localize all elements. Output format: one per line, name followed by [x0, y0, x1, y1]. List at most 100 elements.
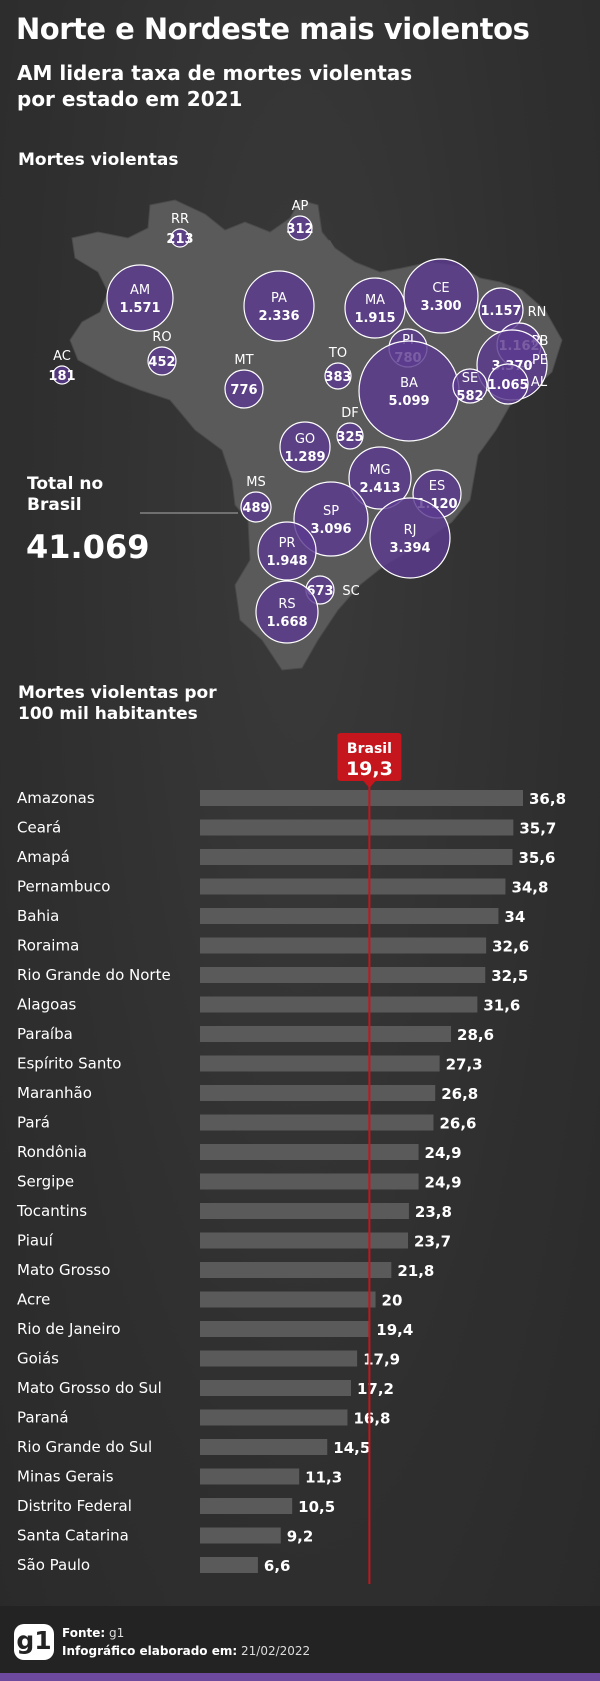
- bar-value-label: 32,5: [491, 967, 528, 985]
- bar: [200, 1498, 293, 1514]
- bar-category-label: Sergipe: [17, 1173, 74, 1191]
- bubble-circle: [403, 258, 479, 334]
- state-bubble-ap: AP 312: [286, 199, 314, 241]
- bar-value-label: 17,2: [357, 1380, 394, 1398]
- bar: [200, 908, 499, 924]
- bubble-circle: [147, 346, 177, 376]
- bar-value-label: 35,7: [519, 820, 556, 838]
- bar-value-label: 28,6: [457, 1026, 494, 1044]
- state-abbr: MS: [246, 475, 265, 490]
- state-bubble-go: GO 1.289: [279, 421, 331, 473]
- bar-value-label: 35,6: [518, 849, 555, 867]
- state-value: 489: [242, 501, 269, 516]
- bar-value-label: 34: [504, 908, 525, 926]
- state-bubble-ba: BA 5.099: [358, 340, 460, 442]
- bar-category-label: São Paulo: [17, 1556, 90, 1574]
- bar-row: Rio Grande do Norte 32,5: [17, 966, 528, 985]
- state-bubble-ro: RO 452: [147, 330, 177, 376]
- state-value: 1.289: [284, 450, 325, 465]
- bar-value-label: 26,8: [441, 1085, 478, 1103]
- bar-row: Tocantins 23,8: [16, 1202, 452, 1221]
- bar: [200, 1085, 436, 1101]
- footer-accent-bar: [0, 1673, 600, 1681]
- bar: [200, 1468, 300, 1485]
- bar-row: Mato Grosso 21,8: [17, 1261, 434, 1280]
- state-value: 2.336: [258, 309, 299, 324]
- bar-row: Amapá 35,6: [17, 848, 555, 867]
- bar-category-label: Pará: [17, 1114, 50, 1132]
- bar: [200, 1291, 376, 1308]
- bar-category-label: Piauí: [17, 1232, 54, 1250]
- bar-row: Paraíba 28,6: [17, 1025, 494, 1044]
- bubble-circle: [52, 365, 72, 385]
- bar: [200, 1114, 434, 1131]
- state-abbr: MT: [234, 353, 253, 368]
- brazil-north-edge: [302, 240, 342, 272]
- state-value: 3.300: [420, 299, 461, 314]
- state-value: 582: [456, 389, 483, 404]
- bar-category-label: Amapá: [17, 848, 70, 866]
- state-abbr: CE: [432, 281, 449, 296]
- state-abbr: RN: [528, 305, 547, 320]
- bubble-circle: [257, 521, 317, 581]
- bar-row: Piauí 23,7: [17, 1232, 451, 1251]
- bar-value-label: 16,8: [353, 1410, 390, 1428]
- bar-value-label: 27,3: [446, 1056, 483, 1074]
- map-section-label: Mortes violentas: [18, 150, 179, 170]
- reference-badge: [337, 733, 402, 781]
- bar-value-label: 9,2: [287, 1528, 314, 1546]
- bubble-circle: [106, 264, 174, 332]
- bar-row: Roraima 32,6: [17, 937, 529, 956]
- bar-category-label: Rio Grande do Norte: [17, 966, 171, 984]
- state-bubble-ma: MA 1.915: [344, 277, 406, 339]
- bar-category-label: Amazonas: [17, 789, 95, 807]
- footer-date-value: 21/02/2022: [241, 1644, 311, 1658]
- state-bubble-to: TO 383: [324, 346, 352, 390]
- state-abbr: SC: [342, 584, 359, 599]
- state-abbr: RR: [171, 212, 189, 227]
- state-abbr: MG: [369, 463, 390, 478]
- state-abbr: RJ: [404, 523, 417, 538]
- bar: [200, 1262, 392, 1278]
- bar: [200, 1321, 371, 1337]
- bar-category-label: Alagoas: [17, 996, 77, 1014]
- brazil-map: RR 213 AP 312 AM 1.571 PA 2.336 MA 1.915 CE 3.300 RN…: [48, 199, 563, 671]
- state-abbr: AC: [53, 349, 71, 364]
- footer-source-label: Fonte:: [62, 1626, 106, 1640]
- state-bubble-pa: PA 2.336: [243, 270, 315, 342]
- state-abbr: TO: [328, 346, 347, 361]
- bar: [200, 1232, 409, 1249]
- bar: [200, 1026, 452, 1042]
- bar-category-label: Rondônia: [17, 1143, 87, 1161]
- state-bubble-mt: MT 776: [224, 353, 264, 409]
- state-bubble-rn: RN 1.157: [478, 287, 547, 333]
- bubble-circle: [369, 497, 451, 579]
- total-value: 41.069: [26, 528, 150, 566]
- state-value: 312: [286, 222, 313, 237]
- bar: [200, 1527, 281, 1544]
- state-bubble-se: SE 582: [452, 368, 488, 404]
- bar-row: Goiás 17,9: [17, 1350, 400, 1369]
- bar: [200, 1055, 440, 1072]
- state-bubble-ac: AC 181: [48, 349, 76, 385]
- state-abbr: SP: [323, 504, 339, 519]
- bar-row: Amazonas 36,8: [17, 789, 566, 808]
- reference-pointer: [362, 780, 377, 788]
- bar-value-label: 24,9: [425, 1144, 462, 1162]
- state-value: 452: [148, 355, 175, 370]
- bar-category-label: Maranhão: [17, 1084, 92, 1102]
- bar-row: Pernambuco 34,8: [17, 878, 548, 897]
- state-value: 383: [324, 370, 351, 385]
- state-abbr: AM: [130, 283, 150, 298]
- bar: [200, 1439, 328, 1455]
- bar-value-label: 23,8: [415, 1203, 452, 1221]
- bar-value-label: 24,9: [425, 1174, 462, 1192]
- state-abbr: ES: [429, 479, 445, 494]
- bar: [200, 1144, 419, 1160]
- bar-category-label: Paraná: [17, 1409, 69, 1427]
- state-value: 213: [166, 232, 193, 247]
- bar-row: Sergipe 24,9: [17, 1173, 462, 1192]
- state-abbr: GO: [295, 432, 315, 447]
- reference-label: Brasil: [347, 741, 392, 757]
